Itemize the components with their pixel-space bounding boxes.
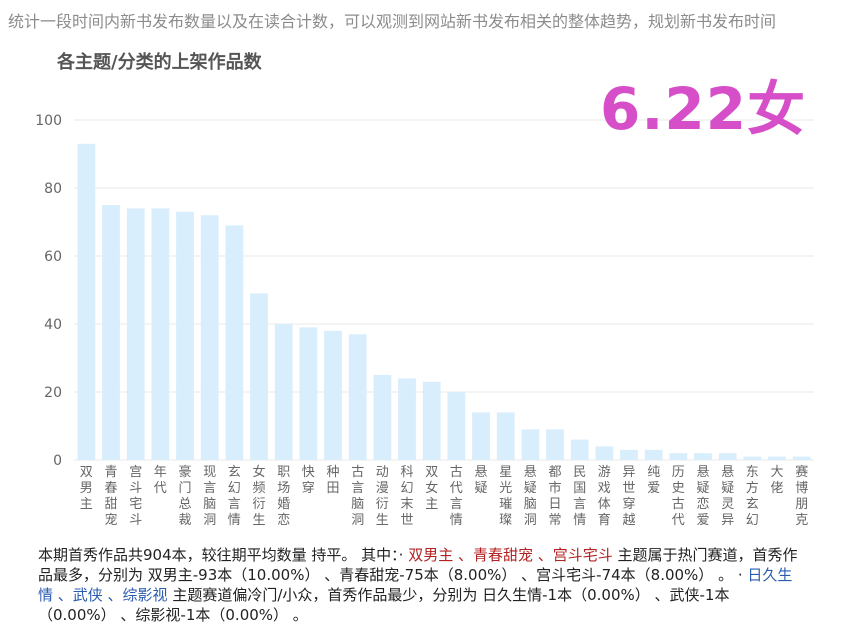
x-axis-ticks: 双男主青春甜宠宫斗宅斗年代豪门总裁现言脑洞玄幻言情女频衍生职场婚恋快穿种田古言脑… [80,464,808,528]
bar-星光璀璨[interactable] [496,412,515,460]
y-tick-label: 40 [44,317,62,333]
x-tick-label: 赛博朋克 [795,464,808,528]
x-tick-label: 双男主 [80,465,93,512]
x-tick-label: 东方玄幻 [746,465,759,528]
bar-东方玄幻[interactable] [743,456,762,460]
bar-悬疑恋爱[interactable] [694,453,712,460]
bar-悬疑[interactable] [472,412,490,460]
y-tick-label: 100 [35,113,62,129]
y-axis-ticks: 0 20 40 60 80 100 [35,113,62,469]
grid-lines [74,119,814,461]
bar-动漫衍生[interactable] [373,375,392,460]
summary-intro: 本期首秀作品共904本，较往期平均数量 持平。 其中：· [38,546,409,564]
chart-description: 统计一段时间内新书发布数量以及在读合计数，可以观测到网站新书发布相关的整体趋势，… [8,12,777,31]
x-tick-label: 星光璀璨 [499,465,512,528]
x-tick-label: 都市日常 [548,465,561,528]
x-tick-label: 女频衍生 [252,464,265,528]
bar-民国言情[interactable] [570,439,589,460]
bar-历史古代[interactable] [669,453,688,460]
x-tick-label: 年代 [154,465,167,496]
x-tick-label: 玄幻言情 [228,465,241,528]
x-tick-label: 宫斗宅斗 [129,465,142,528]
bar-科幻末世[interactable] [398,378,416,460]
summary-text: 本期首秀作品共904本，较往期平均数量 持平。 其中：· 双男主 、青春甜宠 、… [38,545,798,625]
bar-青春甜宠[interactable] [102,205,120,460]
bar-年代[interactable] [151,208,170,460]
bar-快穿[interactable] [299,327,318,460]
y-tick-label: 60 [44,249,62,265]
bar-都市日常[interactable] [546,429,564,460]
bar-古代言情[interactable] [447,392,466,460]
x-tick-label: 职场婚恋 [277,465,290,528]
x-tick-label: 动漫衍生 [376,465,389,528]
bar-chart: 0 20 40 60 80 100 双男主青春甜宠宫斗宅斗年代豪门总裁现言脑洞玄幻言情女频… [35,113,814,528]
x-tick-label: 种田 [326,465,339,496]
bar-豪门总裁[interactable] [176,211,194,460]
chart-title: 各主题/分类的上架作品数 [57,52,262,73]
x-tick-label: 悬疑恋爱 [696,465,709,528]
bar-玄幻言情[interactable] [225,225,244,460]
bar-悬疑脑洞[interactable] [521,429,540,460]
bar-纯爱[interactable] [644,449,663,460]
summary-hot-detail: 主题属于热门赛道，首秀作品最多，分别为 双男主-93本（10.00%） 、青春甜… [38,546,798,584]
x-tick-label: 纯爱 [647,465,660,496]
bar-职场婚恋[interactable] [274,324,293,460]
y-tick-label: 80 [44,181,62,197]
x-tick-label: 游戏体育 [598,465,611,528]
x-tick-label: 悬疑脑洞 [524,465,537,528]
bar-种田[interactable] [324,330,342,460]
x-tick-label: 现言脑洞 [203,465,216,528]
x-tick-label: 悬疑 [474,465,487,496]
bars [77,143,811,461]
y-tick-label: 0 [53,453,62,469]
x-tick-label: 豪门总裁 [178,464,191,528]
x-tick-label: 悬疑灵异 [721,465,734,528]
bar-古言脑洞[interactable] [348,334,367,460]
bar-女频衍生[interactable] [250,293,268,460]
bar-双男主[interactable] [77,143,96,461]
x-tick-label: 青春甜宠 [104,465,117,528]
x-tick-label: 大佬 [770,465,783,496]
x-tick-label: 古言脑洞 [351,465,364,528]
x-tick-label: 异世穿越 [622,465,635,528]
x-tick-label: 双女主 [425,465,438,512]
x-tick-label: 民国言情 [573,465,586,528]
bar-大佬[interactable] [768,456,786,460]
date-badge: 6.22女 [600,75,807,143]
summary-cold-detail: 主题赛道偏冷门/小众，首秀作品最少，分别为 日久生情-1本（0.00%） 、武侠… [38,586,730,624]
y-tick-label: 20 [44,385,62,401]
x-tick-label: 历史古代 [672,465,685,528]
bar-宫斗宅斗[interactable] [126,208,145,460]
bar-游戏体育[interactable] [595,446,614,460]
x-tick-label: 古代言情 [450,465,463,528]
x-tick-label: 快穿 [302,465,315,496]
bar-异世穿越[interactable] [620,449,638,460]
x-tick-label: 科幻末世 [400,465,413,528]
hot-topics: 双男主 、青春甜宠 、宫斗宅斗 [408,546,613,564]
bar-双女主[interactable] [422,381,441,460]
bar-赛博朋克[interactable] [792,456,811,460]
bar-悬疑灵异[interactable] [718,453,737,460]
cold-topics: 日久生情 、武侠 、综影视 [38,566,793,604]
bar-现言脑洞[interactable] [200,215,219,460]
